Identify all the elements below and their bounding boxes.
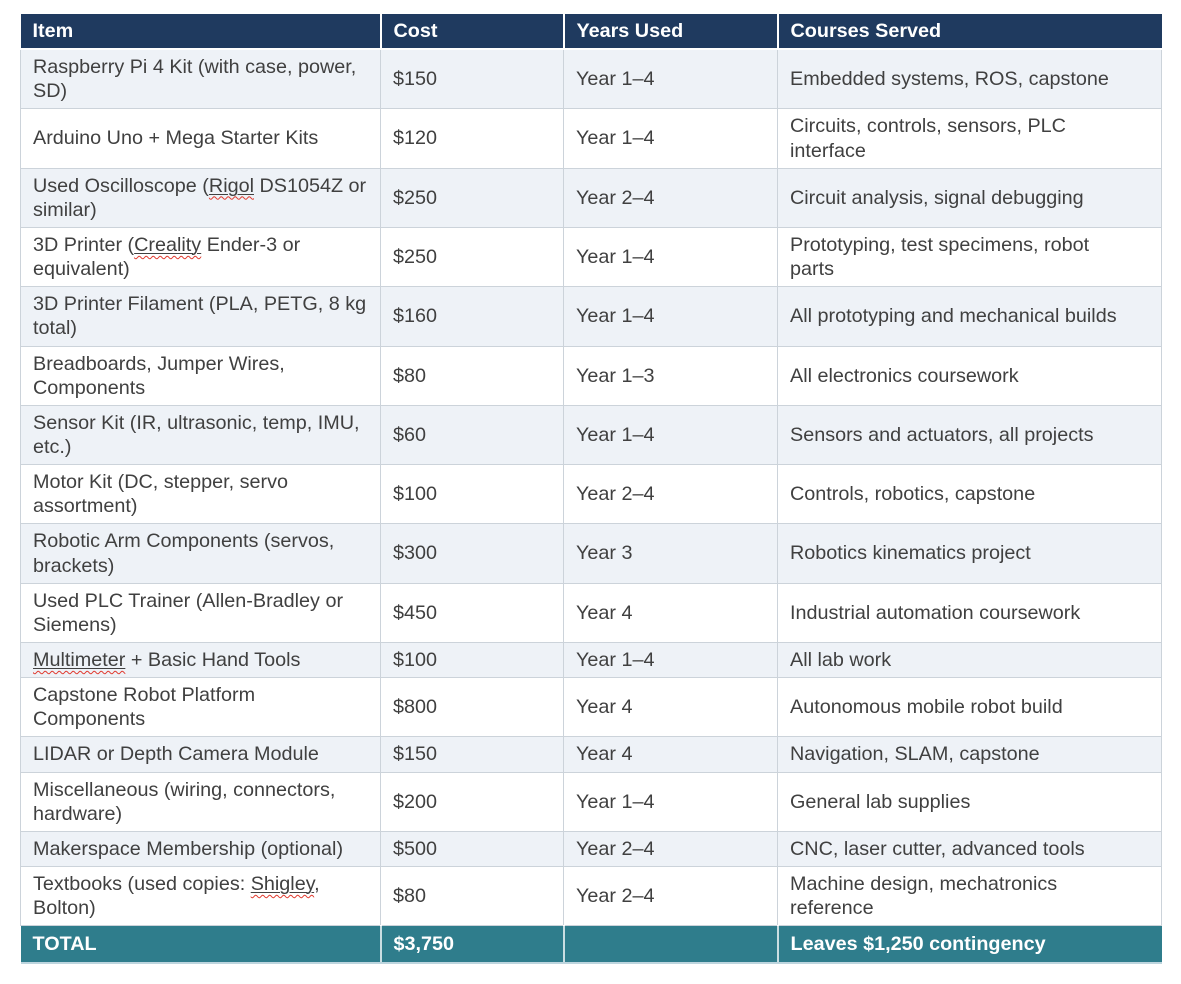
- table-row: Capstone Robot Platform Components $800 Ye…: [20, 677, 1162, 738]
- cost-cell: $60: [380, 404, 564, 466]
- years-cell: Year 1–4: [563, 771, 778, 832]
- item-cell: Used Oscilloscope (Rigol DS1054Z or simi…: [20, 167, 381, 228]
- misspelled-word: Multimeter: [33, 648, 126, 671]
- total-courses-cell: Leaves $1,250 contingency: [776, 925, 1162, 965]
- item-cell: Textbooks (used copies: Shigley, Bolton): [20, 865, 381, 927]
- column-header-item: Item: [20, 14, 381, 51]
- table-row: Makerspace Membership (optional) $500 Year…: [20, 830, 1162, 867]
- years-cell: Year 1–3: [563, 345, 778, 406]
- table-row: Textbooks (used copies: Shigley, Bolton)…: [20, 865, 1162, 927]
- item-cell: Raspberry Pi 4 Kit (with case, power, SD…: [20, 48, 381, 110]
- table-row: Used PLC Trainer (Allen-Bradley or Sieme…: [20, 582, 1162, 643]
- years-cell: Year 4: [563, 736, 778, 773]
- cost-cell: $150: [380, 736, 564, 773]
- column-header-years-used: Years Used: [562, 14, 778, 51]
- item-cell: Multimeter + Basic Hand Tools: [20, 641, 381, 679]
- courses-cell: CNC, laser cutter, advanced tools: [777, 830, 1162, 867]
- cost-cell: $300: [380, 523, 564, 584]
- item-cell: LIDAR or Depth Camera Module: [20, 736, 381, 773]
- misspelled-word: Creality: [134, 233, 202, 256]
- courses-cell: All electronics coursework: [777, 345, 1162, 406]
- courses-cell: All prototyping and mechanical builds: [777, 286, 1162, 347]
- cost-cell: $160: [380, 286, 564, 347]
- years-cell: Year 2–4: [563, 464, 778, 525]
- total-label-cell: TOTAL: [20, 925, 381, 965]
- years-cell: Year 4: [563, 582, 778, 643]
- cost-cell: $450: [380, 582, 564, 643]
- cost-cell: $250: [380, 226, 564, 288]
- cost-cell: $150: [380, 48, 564, 110]
- courses-cell: Prototyping, test specimens, robot parts: [777, 226, 1162, 288]
- table-row: Multimeter + Basic Hand Tools $100 Year 1–…: [20, 641, 1162, 679]
- budget-table: Item Cost Years Used Courses Served Rasp…: [20, 14, 1162, 965]
- courses-cell: Sensors and actuators, all projects: [777, 404, 1162, 466]
- table-row: Robotic Arm Components (servos, brackets…: [20, 523, 1162, 584]
- cost-cell: $100: [380, 464, 564, 525]
- table-body: Raspberry Pi 4 Kit (with case, power, SD…: [20, 48, 1162, 927]
- table-header-row: Item Cost Years Used Courses Served: [20, 14, 1162, 51]
- courses-cell: Controls, robotics, capstone: [777, 464, 1162, 525]
- item-cell: Motor Kit (DC, stepper, servo assortment…: [20, 464, 381, 525]
- item-cell: Capstone Robot Platform Components: [20, 677, 381, 738]
- years-cell: Year 1–4: [563, 108, 778, 169]
- years-cell: Year 1–4: [563, 641, 778, 679]
- years-cell: Year 2–4: [563, 865, 778, 927]
- item-cell: Robotic Arm Components (servos, brackets…: [20, 523, 381, 584]
- years-cell: Year 4: [563, 677, 778, 738]
- item-cell: Miscellaneous (wiring, connectors, hardw…: [20, 771, 381, 832]
- table-row: Used Oscilloscope (Rigol DS1054Z or simi…: [20, 167, 1162, 228]
- years-cell: Year 1–4: [563, 226, 778, 288]
- table-row: LIDAR or Depth Camera Module $150 Year 4 Na…: [20, 736, 1162, 773]
- courses-cell: All lab work: [777, 641, 1162, 679]
- cost-cell: $200: [380, 771, 564, 832]
- courses-cell: Autonomous mobile robot build: [777, 677, 1162, 738]
- years-cell: Year 2–4: [563, 167, 778, 228]
- courses-cell: Robotics kinematics project: [777, 523, 1162, 584]
- years-cell: Year 3: [563, 523, 778, 584]
- table-row: Breadboards, Jumper Wires, Components $80…: [20, 345, 1162, 406]
- cost-cell: $800: [380, 677, 564, 738]
- cost-cell: $80: [380, 865, 564, 927]
- cost-cell: $500: [380, 830, 564, 867]
- column-header-cost: Cost: [379, 14, 564, 51]
- courses-cell: General lab supplies: [777, 771, 1162, 832]
- courses-cell: Machine design, mechatronics reference: [777, 865, 1162, 927]
- table-row: Raspberry Pi 4 Kit (with case, power, SD…: [20, 48, 1162, 110]
- table-row: Motor Kit (DC, stepper, servo assortment…: [20, 464, 1162, 525]
- cost-cell: $80: [380, 345, 564, 406]
- years-cell: Year 1–4: [563, 404, 778, 466]
- total-years-cell: [562, 925, 778, 965]
- cost-cell: $250: [380, 167, 564, 228]
- years-cell: Year 2–4: [563, 830, 778, 867]
- item-cell: Makerspace Membership (optional): [20, 830, 381, 867]
- item-cell: Sensor Kit (IR, ultrasonic, temp, IMU, e…: [20, 404, 381, 466]
- courses-cell: Circuits, controls, sensors, PLC interfa…: [777, 108, 1162, 169]
- courses-cell: Circuit analysis, signal debugging: [777, 167, 1162, 228]
- cost-cell: $100: [380, 641, 564, 679]
- table-row: 3D Printer (Creality Ender-3 or equivale…: [20, 226, 1162, 288]
- item-cell: Used PLC Trainer (Allen-Bradley or Sieme…: [20, 582, 381, 643]
- item-cell: Breadboards, Jumper Wires, Components: [20, 345, 381, 406]
- table-row: 3D Printer Filament (PLA, PETG, 8 kg tot…: [20, 286, 1162, 347]
- total-row: TOTAL $3,750 Leaves $1,250 contingency: [20, 925, 1162, 965]
- total-cost-cell: $3,750: [379, 925, 564, 965]
- misspelled-word: Shigley: [250, 872, 315, 895]
- years-cell: Year 1–4: [563, 48, 778, 110]
- years-cell: Year 1–4: [563, 286, 778, 347]
- table-row: Arduino Uno + Mega Starter Kits $120 Year …: [20, 108, 1162, 169]
- column-header-courses-served: Courses Served: [776, 14, 1162, 51]
- item-cell: 3D Printer (Creality Ender-3 or equivale…: [20, 226, 381, 288]
- courses-cell: Navigation, SLAM, capstone: [777, 736, 1162, 773]
- cost-cell: $120: [380, 108, 564, 169]
- misspelled-word: Rigol: [208, 174, 254, 197]
- table-row: Sensor Kit (IR, ultrasonic, temp, IMU, e…: [20, 404, 1162, 466]
- table-row: Miscellaneous (wiring, connectors, hardw…: [20, 771, 1162, 832]
- courses-cell: Embedded systems, ROS, capstone: [777, 48, 1162, 110]
- item-cell: 3D Printer Filament (PLA, PETG, 8 kg tot…: [20, 286, 381, 347]
- item-cell: Arduino Uno + Mega Starter Kits: [20, 108, 381, 169]
- courses-cell: Industrial automation coursework: [777, 582, 1162, 643]
